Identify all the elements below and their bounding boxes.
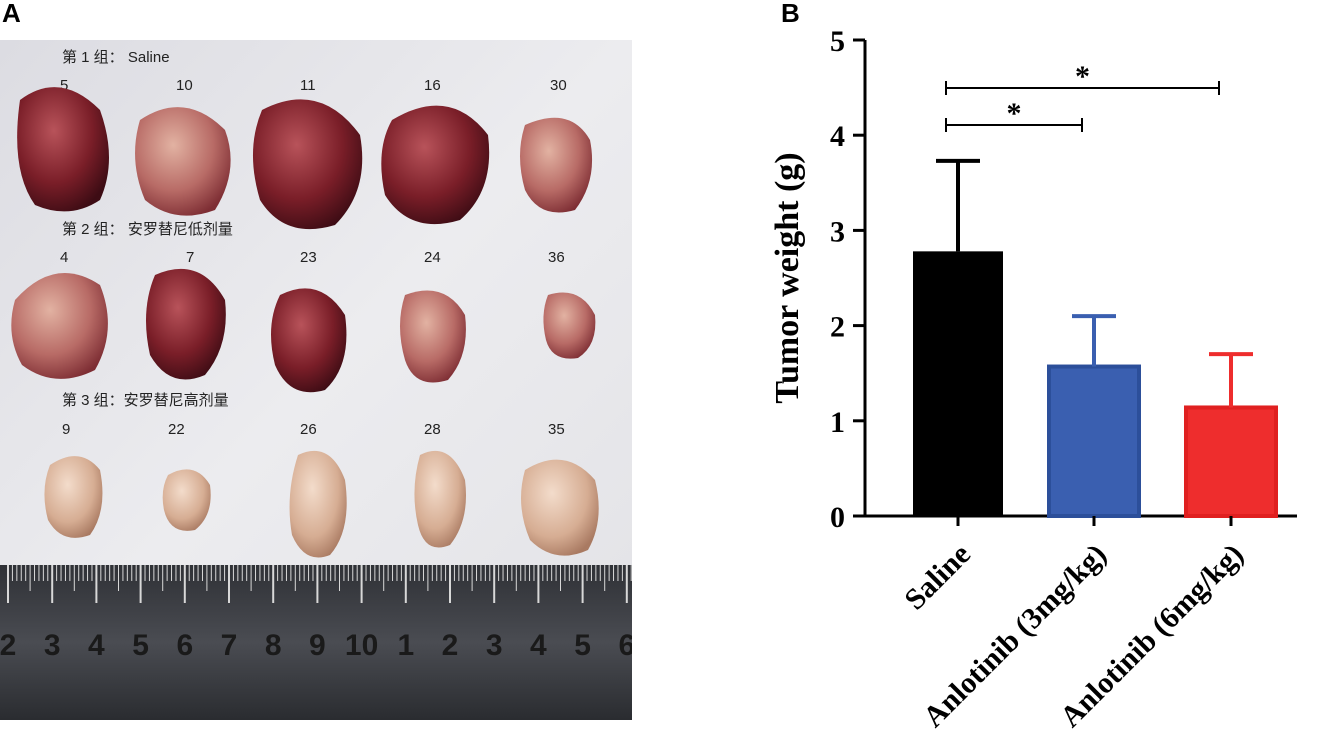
y-axis-title: Tumor weight (g) bbox=[769, 152, 806, 403]
ruler-number: 9 bbox=[309, 629, 326, 662]
bars bbox=[913, 251, 1278, 519]
tumor-specimen bbox=[135, 107, 231, 216]
tumor-specimen bbox=[44, 456, 103, 538]
ruler-number: 5 bbox=[132, 629, 149, 662]
ruler-number: 10 bbox=[345, 629, 378, 662]
significance-star: * bbox=[1007, 97, 1022, 130]
ruler-number: 2 bbox=[442, 629, 459, 662]
ruler-number: 3 bbox=[486, 629, 503, 662]
y-tick-label: 0 bbox=[830, 501, 845, 534]
y-ticks: 0 1 2 3 4 5 bbox=[830, 25, 865, 534]
specimen-id: 22 bbox=[168, 421, 185, 438]
tumor-specimen bbox=[252, 99, 363, 230]
y-tick-label: 2 bbox=[830, 311, 845, 344]
bar-1 bbox=[913, 251, 1003, 516]
specimen-id: 7 bbox=[186, 249, 194, 266]
specimen-id: 35 bbox=[548, 421, 565, 438]
ruler-ticks bbox=[7, 565, 632, 603]
ruler-number: 1 bbox=[397, 629, 414, 662]
tumor-specimen bbox=[520, 117, 593, 213]
tumor-specimen bbox=[11, 273, 108, 379]
tumor-weight-chart: Tumor weight (g) 0 1 2 3 4 5 SalineAnlotinib … bbox=[769, 25, 1297, 734]
ruler-number: 2 bbox=[0, 629, 16, 662]
specimen-id: 26 bbox=[300, 421, 317, 438]
ruler-number: 5 bbox=[574, 629, 591, 662]
specimen-id: 5 bbox=[60, 77, 68, 94]
ruler-numbers: 2 3 4 5 6 7 8 9 10 1 2 3 4 5 6 bbox=[0, 629, 632, 662]
tumor-photo: 第 1 组： Saline 第 2 组： 安罗替尼低剂量 第 3 组：安罗替尼高… bbox=[0, 40, 632, 720]
tumor-specimen bbox=[381, 105, 490, 225]
x-tick-label: Saline bbox=[898, 538, 977, 617]
specimen-id: 30 bbox=[550, 77, 567, 94]
tumor-specimen bbox=[543, 292, 596, 359]
significance-star: * bbox=[1075, 60, 1090, 93]
specimen-id: 24 bbox=[424, 249, 441, 266]
y-tick-label: 3 bbox=[830, 215, 845, 248]
tumor-specimen bbox=[289, 450, 347, 558]
panel-label-a: A bbox=[2, 0, 21, 28]
tumor-specimen bbox=[414, 450, 466, 548]
specimen-id: 16 bbox=[424, 77, 441, 94]
specimen-id: 23 bbox=[300, 249, 317, 266]
y-tick-label: 4 bbox=[830, 120, 845, 153]
panel-label-b: B bbox=[781, 0, 800, 28]
specimen-id: 9 bbox=[62, 421, 70, 438]
specimen-id: 11 bbox=[300, 77, 316, 94]
y-tick-label: 1 bbox=[830, 406, 845, 439]
group-3-label: 第 3 组：安罗替尼高剂量 bbox=[62, 391, 229, 409]
specimen-id: 10 bbox=[176, 77, 193, 94]
tumor-specimen bbox=[17, 87, 110, 212]
ruler-number: 4 bbox=[88, 629, 105, 662]
bar-2 bbox=[1047, 364, 1141, 519]
tumor-specimen bbox=[521, 459, 599, 556]
specimen-id: 36 bbox=[548, 249, 565, 266]
ruler-number: 7 bbox=[221, 629, 238, 662]
specimen-id: 28 bbox=[424, 421, 441, 438]
specimen-id: 4 bbox=[60, 249, 68, 266]
y-tick-label: 5 bbox=[830, 25, 845, 58]
group-1-label: 第 1 组： Saline bbox=[62, 48, 170, 66]
significance-brackets: ** bbox=[945, 60, 1220, 132]
ruler-number: 8 bbox=[265, 629, 282, 662]
tumor-specimen bbox=[162, 469, 211, 531]
tumor-specimen bbox=[146, 268, 226, 380]
ruler-number: 4 bbox=[530, 629, 547, 662]
tumor-specimen bbox=[400, 290, 466, 383]
tumor-specimen bbox=[271, 288, 347, 393]
group-2-label: 第 2 组： 安罗替尼低剂量 bbox=[62, 220, 233, 238]
bar-3 bbox=[1184, 405, 1278, 518]
ruler-number: 3 bbox=[44, 629, 61, 662]
ruler-number: 6 bbox=[176, 629, 193, 662]
error-bars bbox=[936, 158, 1253, 408]
ruler bbox=[0, 565, 632, 720]
ruler-number: 6 bbox=[618, 629, 632, 662]
